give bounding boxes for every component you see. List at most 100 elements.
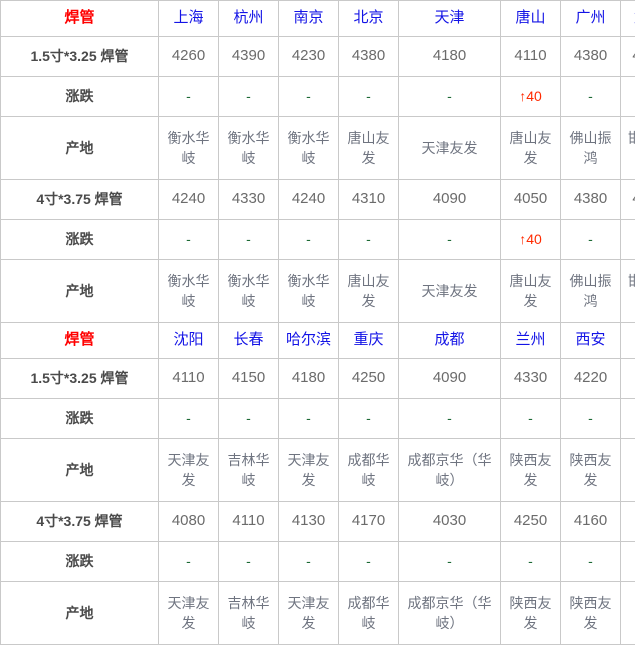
spec-label-1-1: 1.5寸*3.25 焊管 <box>1 37 159 77</box>
change-cell: - <box>339 542 399 582</box>
change-label: 涨跌 <box>1 77 159 117</box>
origin-cell: 天津友发 <box>159 582 219 645</box>
origin-cell: 天津友发 <box>159 439 219 502</box>
origin-cell: 衡水华岐 <box>279 117 339 180</box>
table-row: 产地 天津友发 吉林华岐 天津友发 成都华岐 成都京华（华岐） 陕西友发 陕西友… <box>1 439 635 502</box>
price-cell: 4240 <box>159 180 219 220</box>
table-header-row-2: 焊管 沈阳 长春 哈尔滨 重庆 成都 兰州 西安 <box>1 323 635 359</box>
price-cell: 4160 <box>561 502 621 542</box>
origin-label: 产地 <box>1 439 159 502</box>
origin-cell: 天津友发 <box>279 582 339 645</box>
change-cell: - <box>159 399 219 439</box>
change-cell: - <box>219 77 279 117</box>
price-cell: 4110 <box>219 502 279 542</box>
header-city-1-4: 天津 <box>399 1 501 37</box>
header-city-1-5: 唐山 <box>501 1 561 37</box>
price-cell: 4110 <box>501 37 561 77</box>
origin-cell: 吉林华岐 <box>219 582 279 645</box>
origin-cell: 衡水华岐 <box>219 260 279 323</box>
price-cell: 4180 <box>399 37 501 77</box>
origin-cell: 成都京华（华岐） <box>399 439 501 502</box>
price-cell: 4090 <box>399 359 501 399</box>
origin-cell: 陕西友发 <box>501 439 561 502</box>
header-city-1-2: 南京 <box>279 1 339 37</box>
origin-cell: 成都华岐 <box>339 439 399 502</box>
table-row: 涨跌 - - - - - ↑40 - ↑20 <box>1 77 635 117</box>
change-cell: - <box>159 542 219 582</box>
table-row: 1.5寸*3.25 焊管 4110 4150 4180 4250 4090 43… <box>1 359 635 399</box>
price-cell: 4330 <box>501 359 561 399</box>
change-cell <box>621 542 635 582</box>
change-cell: - <box>399 220 501 260</box>
table-row: 产地 衡水华岐 衡水华岐 衡水华岐 唐山友发 天津友发 唐山友发 佛山振鸿 邯郸… <box>1 117 635 180</box>
change-label: 涨跌 <box>1 220 159 260</box>
table-row: 产地 衡水华岐 衡水华岐 衡水华岐 唐山友发 天津友发 唐山友发 佛山振鸿 邯郸… <box>1 260 635 323</box>
origin-cell: 成都华岐 <box>339 582 399 645</box>
header-city-2-0: 沈阳 <box>159 323 219 359</box>
price-cell: 4150 <box>219 359 279 399</box>
price-cell: 4050 <box>501 180 561 220</box>
origin-label: 产地 <box>1 582 159 645</box>
change-cell: - <box>159 220 219 260</box>
header-city-2-2: 哈尔滨 <box>279 323 339 359</box>
origin-cell: 唐山友发 <box>339 260 399 323</box>
change-cell: - <box>279 542 339 582</box>
origin-cell: 唐山友发 <box>501 117 561 180</box>
price-cell: 4250 <box>339 359 399 399</box>
price-cell: 4220 <box>561 359 621 399</box>
change-cell: - <box>279 77 339 117</box>
table-row: 1.5寸*3.25 焊管 4260 4390 4230 4380 4180 41… <box>1 37 635 77</box>
origin-cell: 吉林华岐 <box>219 439 279 502</box>
change-cell: - <box>561 542 621 582</box>
change-cell: - <box>339 399 399 439</box>
price-cell: 4170 <box>339 502 399 542</box>
header-city-2-7 <box>621 323 635 359</box>
price-cell: 4110 <box>159 359 219 399</box>
change-cell: - <box>219 220 279 260</box>
change-cell: - <box>159 77 219 117</box>
origin-cell: 衡水华岐 <box>279 260 339 323</box>
header-city-1-0: 上海 <box>159 1 219 37</box>
origin-cell: 陕西友发 <box>561 582 621 645</box>
table-row: 涨跌 - - - - - ↑40 - ↑20 <box>1 220 635 260</box>
origin-cell <box>621 582 635 645</box>
origin-cell: 佛山振鸿 <box>561 117 621 180</box>
change-cell: - <box>399 77 501 117</box>
change-cell: - <box>501 542 561 582</box>
origin-cell: 天津友发 <box>399 117 501 180</box>
price-cell: 4290 <box>621 180 635 220</box>
origin-cell: 陕西友发 <box>501 582 561 645</box>
origin-cell: 佛山振鸿 <box>561 260 621 323</box>
price-cell: 4030 <box>399 502 501 542</box>
change-cell: - <box>561 399 621 439</box>
origin-label: 产地 <box>1 117 159 180</box>
price-cell: 4080 <box>159 502 219 542</box>
change-cell: - <box>279 399 339 439</box>
table-row: 产地 天津友发 吉林华岐 天津友发 成都华岐 成都京华（华岐） 陕西友发 陕西友… <box>1 582 635 645</box>
header-city-1-1: 杭州 <box>219 1 279 37</box>
header-city-2-4: 成都 <box>399 323 501 359</box>
price-cell: 4380 <box>561 180 621 220</box>
change-cell: - <box>561 77 621 117</box>
change-cell: ↑20 <box>621 220 635 260</box>
price-cell: 4240 <box>279 180 339 220</box>
price-cell: 4390 <box>219 37 279 77</box>
header-title-2: 焊管 <box>1 323 159 359</box>
header-city-2-5: 兰州 <box>501 323 561 359</box>
change-cell: - <box>339 77 399 117</box>
origin-cell: 衡水华岐 <box>159 260 219 323</box>
change-label: 涨跌 <box>1 399 159 439</box>
change-cell: ↑40 <box>501 77 561 117</box>
spec-label-1-2: 4寸*3.75 焊管 <box>1 180 159 220</box>
change-cell: - <box>561 220 621 260</box>
table-row: 涨跌 - - - - - - - <box>1 399 635 439</box>
change-label: 涨跌 <box>1 542 159 582</box>
spec-label-2-2: 4寸*3.75 焊管 <box>1 502 159 542</box>
origin-cell: 成都京华（华岐） <box>399 582 501 645</box>
header-city-2-6: 西安 <box>561 323 621 359</box>
price-cell: 4340 <box>621 37 635 77</box>
header-city-1-3: 北京 <box>339 1 399 37</box>
change-cell: ↑20 <box>621 77 635 117</box>
header-title-1: 焊管 <box>1 1 159 37</box>
table-row: 涨跌 - - - - - - - <box>1 542 635 582</box>
